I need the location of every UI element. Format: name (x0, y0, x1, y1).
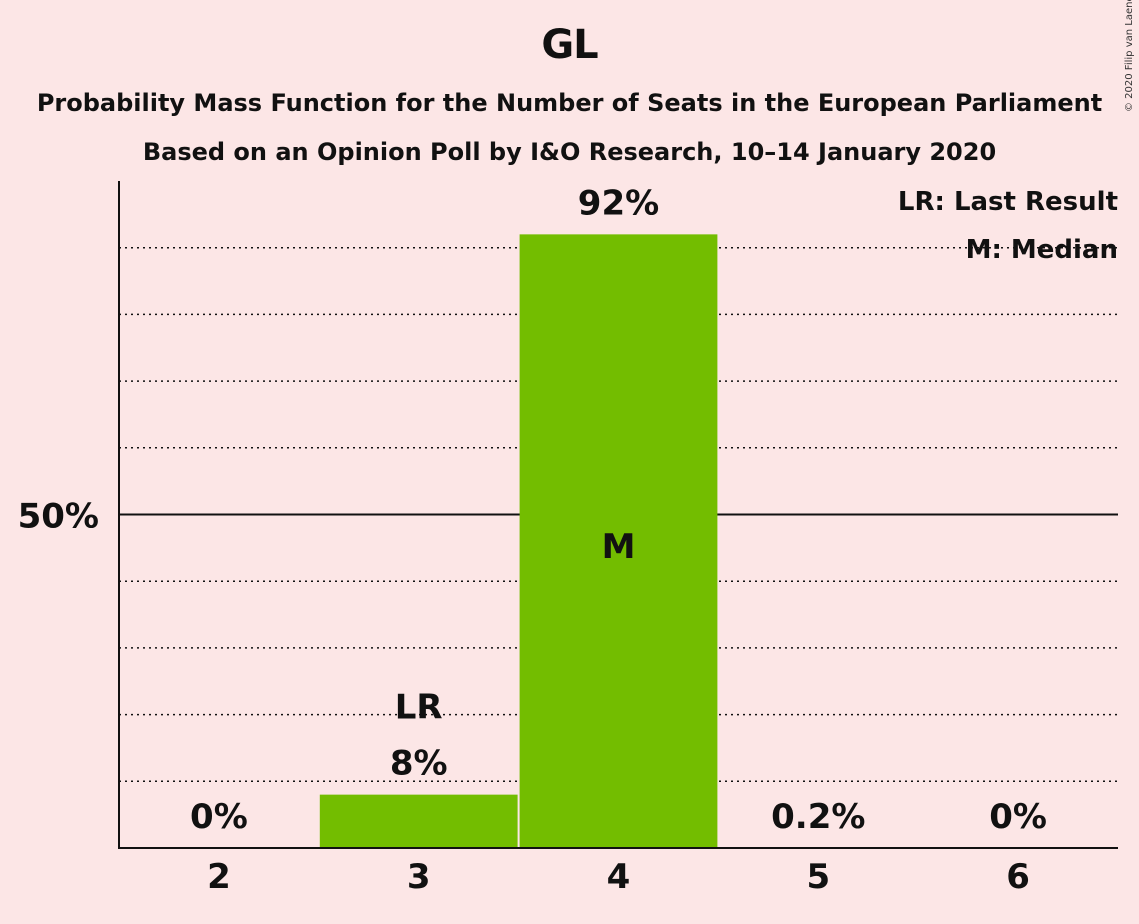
value-label: 8% (390, 744, 448, 784)
x-tick-label: 6 (1006, 857, 1030, 897)
value-label: 0% (190, 797, 248, 837)
value-label: 92% (578, 183, 659, 223)
x-tick-label: 3 (407, 857, 431, 897)
chart-source-line: Based on an Opinion Poll by I&O Research… (142, 138, 997, 166)
y-tick-label: 50% (18, 497, 99, 537)
x-tick-label: 2 (207, 857, 231, 897)
legend-median: M: Median (966, 235, 1118, 265)
bar-3 (319, 794, 518, 848)
chart-subtitle: Probability Mass Function for the Number… (36, 89, 1103, 117)
x-tick-label: 4 (607, 857, 631, 897)
last-result-marker: LR (395, 688, 443, 728)
value-label: 0.2% (771, 797, 865, 837)
bar-4 (519, 234, 718, 849)
chart-title: GL (541, 22, 598, 68)
value-label: 0% (989, 797, 1047, 837)
median-marker: M (602, 527, 636, 567)
legend-last-result: LR: Last Result (898, 187, 1118, 217)
x-tick-label: 5 (806, 857, 830, 897)
